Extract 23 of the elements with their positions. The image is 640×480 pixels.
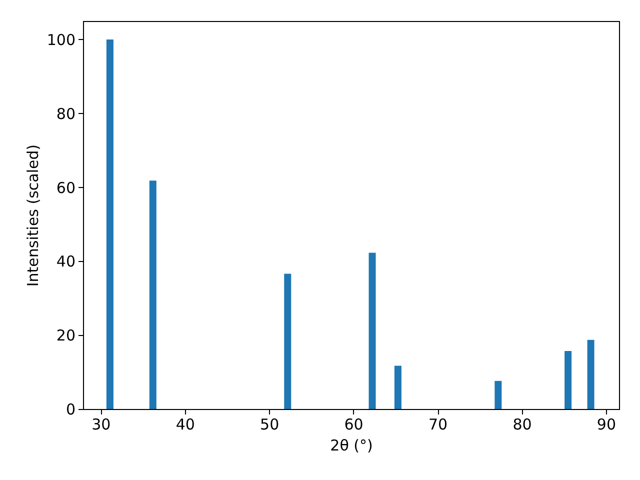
bar — [394, 366, 402, 409]
y-tick-label: 0 — [66, 400, 76, 418]
x-axis-title: 2θ (°) — [330, 436, 373, 454]
y-axis-title: Intensities (scaled) — [24, 144, 42, 287]
x-tick-label: 80 — [512, 416, 532, 434]
bar — [284, 274, 292, 409]
y-tick-label: 100 — [46, 30, 76, 49]
bar — [564, 350, 572, 409]
x-tick-label: 50 — [260, 416, 280, 434]
x-tick-label: 60 — [344, 416, 364, 434]
bar — [494, 380, 502, 409]
bar — [587, 340, 594, 409]
bar — [106, 39, 114, 409]
x-tick-label: 40 — [176, 416, 195, 434]
y-tick-label: 80 — [56, 104, 76, 123]
bar — [149, 180, 156, 409]
x-tick-label: 30 — [92, 416, 111, 434]
bar — [368, 252, 376, 409]
y-tick-label: 60 — [56, 178, 76, 197]
x-tick-label: 90 — [596, 416, 616, 434]
x-tick-label: 70 — [428, 416, 448, 434]
y-tick-label: 20 — [56, 326, 76, 345]
y-tick-label: 40 — [56, 252, 76, 271]
